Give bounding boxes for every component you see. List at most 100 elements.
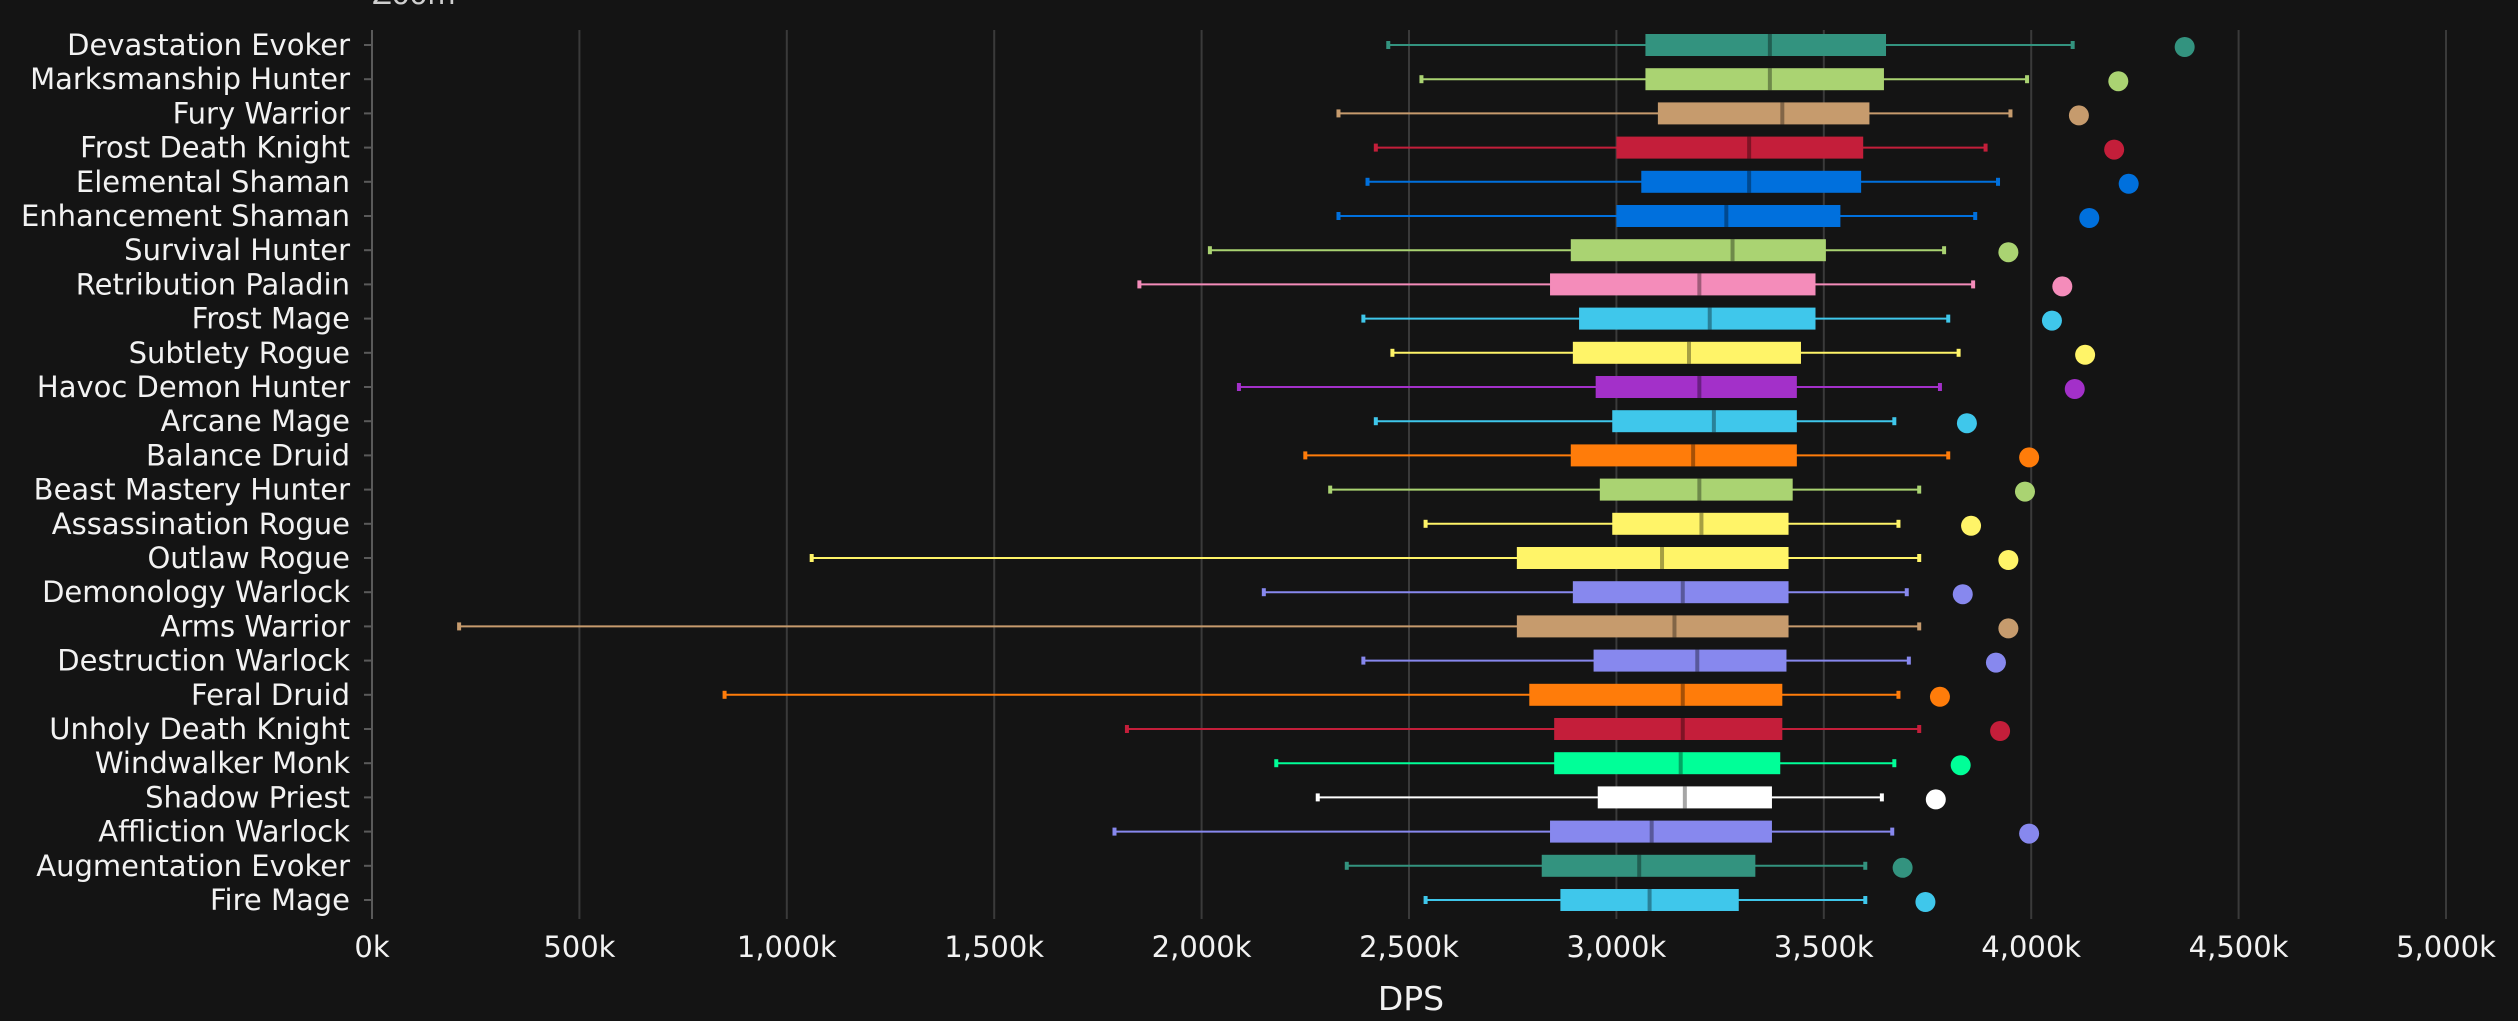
category-label: Fire Mage [210,883,350,917]
category-label: Retribution Paladin [76,267,350,301]
x-tick-label: 3,000k [1566,930,1666,964]
outlier-point [2104,139,2125,160]
box-demonology-warlock [1261,581,1973,605]
box-iqr [1516,547,1789,569]
box-iqr [1550,273,1816,296]
box-iqr [1612,512,1789,535]
outlier-point [1952,584,1973,605]
box-elemental-shaman [1365,170,2139,194]
box-havoc-demon-hunter [1236,376,2085,399]
category-label: Survival Hunter [124,233,350,267]
outlier-point [1998,242,2019,263]
outlier-point [2108,71,2129,92]
outlier-point [2079,208,2100,228]
x-tick-label: 5,000k [2396,930,2496,964]
axes: 0k 500k 1,000k 1,500k 2,000k 2,500k 3,000k 3,50… [21,28,2496,964]
outlier-point [1950,755,1971,776]
outlier-point [2014,481,2035,502]
category-label: Outlaw Rogue [147,541,350,575]
box-assassination-rogue [1423,512,1982,536]
box-iqr [1612,410,1797,433]
x-tick-label: 2,000k [1152,930,1252,964]
box-outlaw-rogue [809,547,2019,570]
box-iqr [1572,341,1801,364]
category-label: Unholy Death Knight [49,712,350,746]
x-tick-label: 1,500k [944,930,1044,964]
box-iqr [1657,102,1870,125]
x-tick-label: 1,000k [737,930,837,964]
box-subtlety-rogue [1390,341,2096,365]
box-windwalker-monk [1274,752,1971,776]
category-label: Fury Warrior [173,96,351,130]
box-iqr [1570,444,1797,467]
box-iqr [1616,136,1864,159]
outlier-point [2052,276,2073,297]
category-label: Devastation Evoker [67,28,350,62]
box-iqr [1645,68,1884,91]
box-iqr [1599,478,1793,501]
box-iqr [1560,889,1739,911]
category-label: Shadow Priest [145,780,350,814]
outlier-point [2075,344,2096,365]
box-iqr [1541,854,1756,877]
box-iqr [1550,820,1772,843]
box-affliction-warlock [1112,820,2040,844]
cropped-top-label: Zoom [372,0,456,11]
box-iqr [1579,307,1816,330]
outlier-point [1915,892,1936,912]
category-label: Frost Mage [192,302,350,336]
box-fire-mage [1423,889,1936,912]
box-unholy-death-knight [1124,718,2011,741]
category-label: Arcane Mage [161,404,350,438]
category-label: Destruction Warlock [57,644,350,678]
box-iqr [1616,205,1841,227]
outlier-point [1998,618,2019,639]
box-arcane-mage [1373,410,1977,434]
outlier-point [1985,652,2006,673]
box-shadow-priest [1315,786,1946,810]
outlier-point [2174,37,2195,57]
category-label: Feral Druid [191,678,350,712]
box-iqr [1593,649,1787,672]
x-tick-label: 500k [543,930,615,964]
box-iqr [1595,376,1797,398]
category-label: Assassination Rogue [52,507,350,541]
category-label: Frost Death Knight [80,131,350,165]
category-label: Havoc Demon Hunter [37,370,350,404]
outlier-point [2118,173,2139,194]
box-iqr [1641,170,1862,193]
x-tick-label: 3,500k [1774,930,1874,964]
box-devastation-evoker [1386,34,2195,57]
category-label: Demonology Warlock [42,575,350,609]
box-frost-death-knight [1373,136,2125,160]
box-iqr [1554,752,1781,775]
x-tick-label: 4,000k [1981,930,2081,964]
box-balance-druid [1303,444,2040,468]
box-feral-druid [722,683,1950,707]
box-marksmanship-hunter [1419,68,2129,92]
x-tick-label: 0k [354,930,389,964]
box-iqr [1597,786,1772,809]
box-iqr [1645,34,1887,56]
category-label: Beast Mastery Hunter [34,473,350,507]
box-frost-mage [1361,307,2062,331]
category-label: Balance Druid [146,438,350,472]
box-destruction-warlock [1361,649,2006,673]
category-label: Subtlety Rogue [129,336,350,370]
box-series [457,34,2195,912]
box-retribution-paladin [1137,273,2073,297]
outlier-point [2019,447,2040,468]
outlier-point [1990,721,2011,741]
category-label: Windwalker Monk [95,746,350,780]
box-survival-hunter [1207,239,2019,263]
category-label: Marksmanship Hunter [30,62,350,96]
box-augmentation-evoker [1344,854,1913,878]
category-label: Augmentation Evoker [36,849,350,883]
outlier-point [2064,379,2085,399]
box-iqr [1572,581,1789,604]
outlier-point [1925,789,1946,810]
box-iqr [1554,718,1783,740]
outlier-point [1998,550,2019,570]
